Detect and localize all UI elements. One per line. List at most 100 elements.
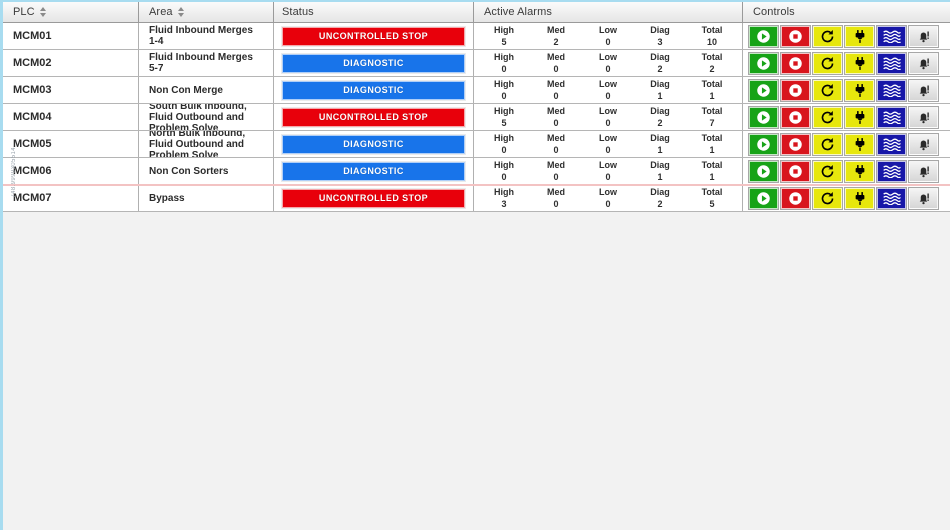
cell-plc[interactable]: MCM06 (3, 158, 139, 184)
cell-status: DIAGNOSTIC (274, 50, 474, 76)
power-button[interactable] (844, 159, 875, 183)
flow-button[interactable] (876, 78, 907, 102)
status-badge: DIAGNOSTIC (281, 160, 466, 182)
start-button[interactable] (748, 132, 779, 156)
plc-name-label: MCM01 (13, 30, 52, 42)
stop-icon (788, 110, 803, 125)
start-button[interactable] (748, 51, 779, 75)
cell-plc[interactable]: MCM04 (3, 104, 139, 130)
cell-plc[interactable]: MCM07 (3, 185, 139, 211)
column-header-status-label: Status (282, 6, 314, 18)
alarm-silence-button[interactable] (908, 51, 939, 75)
alarm-silence-button[interactable] (908, 159, 939, 183)
alarm-silence-button[interactable] (908, 78, 939, 102)
waves-icon (882, 137, 901, 151)
stop-button[interactable] (780, 105, 811, 129)
alarm-value-line: 0 0 0 2 2 (478, 63, 738, 75)
alarm-header-total: Total (701, 25, 723, 35)
alarm-header-diag: Diag (650, 160, 670, 170)
stop-button[interactable] (780, 132, 811, 156)
alarm-header-low: Low (599, 187, 617, 197)
alarm-header-diag: Diag (650, 52, 670, 62)
start-button[interactable] (748, 24, 779, 48)
cell-active-alarms: High Med Low Diag Total 0 0 0 1 1 (474, 131, 743, 157)
table-row[interactable]: MCM06 Non Con Sorters DIAGNOSTIC High Med Low… (3, 158, 950, 185)
table-row[interactable]: MCM01 Fluid Inbound Merges 1-4 UNCONTROLLE… (3, 23, 950, 50)
table-row[interactable]: MCM07 Bypass UNCONTROLLED STOP High Med Low Di… (3, 185, 950, 212)
alarm-header-total: Total (701, 187, 723, 197)
stop-button[interactable] (780, 78, 811, 102)
cell-status: UNCONTROLLED STOP (274, 104, 474, 130)
power-button[interactable] (844, 51, 875, 75)
column-header-plc[interactable]: PLC (3, 2, 139, 22)
power-button[interactable] (844, 78, 875, 102)
bell-slash-icon (916, 191, 931, 206)
cell-plc[interactable]: MCM05 (3, 131, 139, 157)
status-badge: UNCONTROLLED STOP (281, 187, 466, 209)
alarm-count-diag: 2 (657, 199, 663, 209)
reset-button[interactable] (812, 51, 843, 75)
table-row[interactable]: MCM03 Non Con Merge DIAGNOSTIC High Med Low Di… (3, 77, 950, 104)
reset-button[interactable] (812, 132, 843, 156)
alarm-header-high: High (494, 160, 514, 170)
stop-button[interactable] (780, 24, 811, 48)
alarm-header-low: Low (599, 133, 617, 143)
alarm-silence-button[interactable] (908, 105, 939, 129)
stop-button[interactable] (780, 159, 811, 183)
flow-button[interactable] (876, 132, 907, 156)
power-button[interactable] (844, 105, 875, 129)
waves-icon (882, 83, 901, 97)
sort-chevron-icon[interactable] (178, 6, 185, 18)
flow-button[interactable] (876, 105, 907, 129)
column-header-area[interactable]: Area (139, 2, 274, 22)
table-body: MCM01 Fluid Inbound Merges 1-4 UNCONTROLLE… (3, 23, 950, 212)
start-button[interactable] (748, 78, 779, 102)
plc-status-table: PLC Area Status Active Alarms Controls M… (3, 2, 950, 212)
power-button[interactable] (844, 132, 875, 156)
column-header-active-alarms: Active Alarms (474, 2, 743, 22)
cell-plc[interactable]: MCM01 (3, 23, 139, 49)
cell-plc[interactable]: MCM03 (3, 77, 139, 103)
reset-icon (820, 56, 835, 71)
reset-button[interactable] (812, 159, 843, 183)
start-button[interactable] (748, 159, 779, 183)
sort-chevron-icon[interactable] (40, 6, 47, 18)
alarm-count-low: 0 (605, 64, 611, 74)
area-name-label: North Bulk Inbound, Fluid Outbound and P… (149, 131, 246, 157)
flow-button[interactable] (876, 186, 907, 210)
power-button[interactable] (844, 186, 875, 210)
reset-button[interactable] (812, 24, 843, 48)
table-row[interactable]: MCM04 South Bulk Inbound, Fluid Outbound … (3, 104, 950, 131)
alarm-silence-button[interactable] (908, 186, 939, 210)
alarm-value-line: 5 0 0 2 7 (478, 117, 738, 129)
reset-button[interactable] (812, 78, 843, 102)
column-header-area-label: Area (149, 6, 173, 18)
cell-active-alarms: High Med Low Diag Total 0 0 0 2 2 (474, 50, 743, 76)
stop-button[interactable] (780, 186, 811, 210)
alarm-count-low: 0 (605, 199, 611, 209)
alarm-silence-button[interactable] (908, 24, 939, 48)
alarm-counts-grid: High Med Low Diag Total 5 2 0 3 10 (478, 23, 738, 49)
flow-button[interactable] (876, 24, 907, 48)
reset-button[interactable] (812, 186, 843, 210)
alarm-count-total: 7 (709, 118, 715, 128)
reset-button[interactable] (812, 105, 843, 129)
cell-controls (743, 131, 950, 157)
cell-plc[interactable]: MCM02 (3, 50, 139, 76)
table-row[interactable]: MCM02 Fluid Inbound Merges 5-7 DIAGNOSTIC H… (3, 50, 950, 77)
alarm-silence-button[interactable] (908, 132, 939, 156)
flow-button[interactable] (876, 159, 907, 183)
play-icon (756, 110, 771, 125)
alarm-count-low: 0 (605, 37, 611, 47)
waves-icon (882, 164, 901, 178)
start-button[interactable] (748, 105, 779, 129)
reset-icon (820, 29, 835, 44)
start-button[interactable] (748, 186, 779, 210)
area-name-label: Non Con Sorters (149, 165, 229, 177)
alarm-count-total: 1 (709, 91, 715, 101)
cell-area: South Bulk Inbound, Fluid Outbound and P… (139, 104, 274, 130)
table-row[interactable]: MCM05 North Bulk Inbound, Fluid Outbound … (3, 131, 950, 158)
stop-button[interactable] (780, 51, 811, 75)
power-button[interactable] (844, 24, 875, 48)
flow-button[interactable] (876, 51, 907, 75)
